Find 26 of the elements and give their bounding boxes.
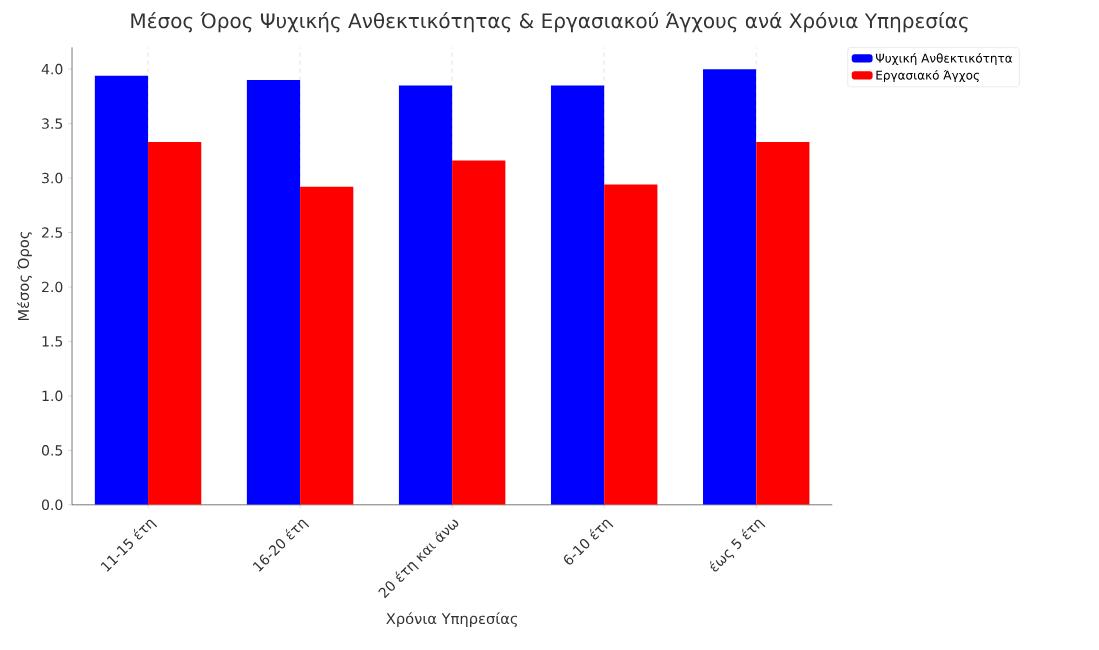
chart-title: Μέσος Όρος Ψυχικής Ανθεκτικότητας & Εργασιακού Άγχους ανά Χρόνια Υπηρεσίας: [131, 11, 968, 33]
bar: [703, 69, 757, 505]
legend-label: Ψυχική Ανθεκτικότητα: [875, 52, 1013, 65]
y-tick-label: 3.5: [42, 118, 63, 129]
bar: [300, 186, 354, 505]
y-tick-label: 0.0: [41, 499, 63, 510]
y-tick-label: 0.5: [41, 444, 63, 456]
y-tick-label: 2.5: [42, 227, 63, 238]
bar: [148, 142, 202, 505]
bar: [398, 85, 453, 505]
x-axis-title: Χρόνια Υπηρεσίας: [386, 612, 518, 627]
x-tick-label: έως 5 έτη: [710, 519, 766, 572]
bar: [756, 142, 810, 505]
bar: [550, 85, 605, 505]
bar: [94, 75, 149, 505]
legend-label: Εργασιακό Άγχος: [876, 69, 979, 82]
y-tick-label: 2.0: [42, 281, 63, 293]
bar: [452, 160, 506, 505]
bar: [604, 184, 658, 505]
y-axis-title: Μέσος Όρος: [17, 231, 32, 321]
bar: [246, 79, 301, 505]
y-tick-label: 1.0: [42, 390, 63, 402]
y-tick-label: 4.0: [41, 63, 63, 75]
y-tick-label: 3.0: [42, 172, 63, 184]
y-tick-label: 1.5: [42, 336, 63, 347]
x-tick-label: 20 έτη και άνω: [378, 519, 459, 599]
